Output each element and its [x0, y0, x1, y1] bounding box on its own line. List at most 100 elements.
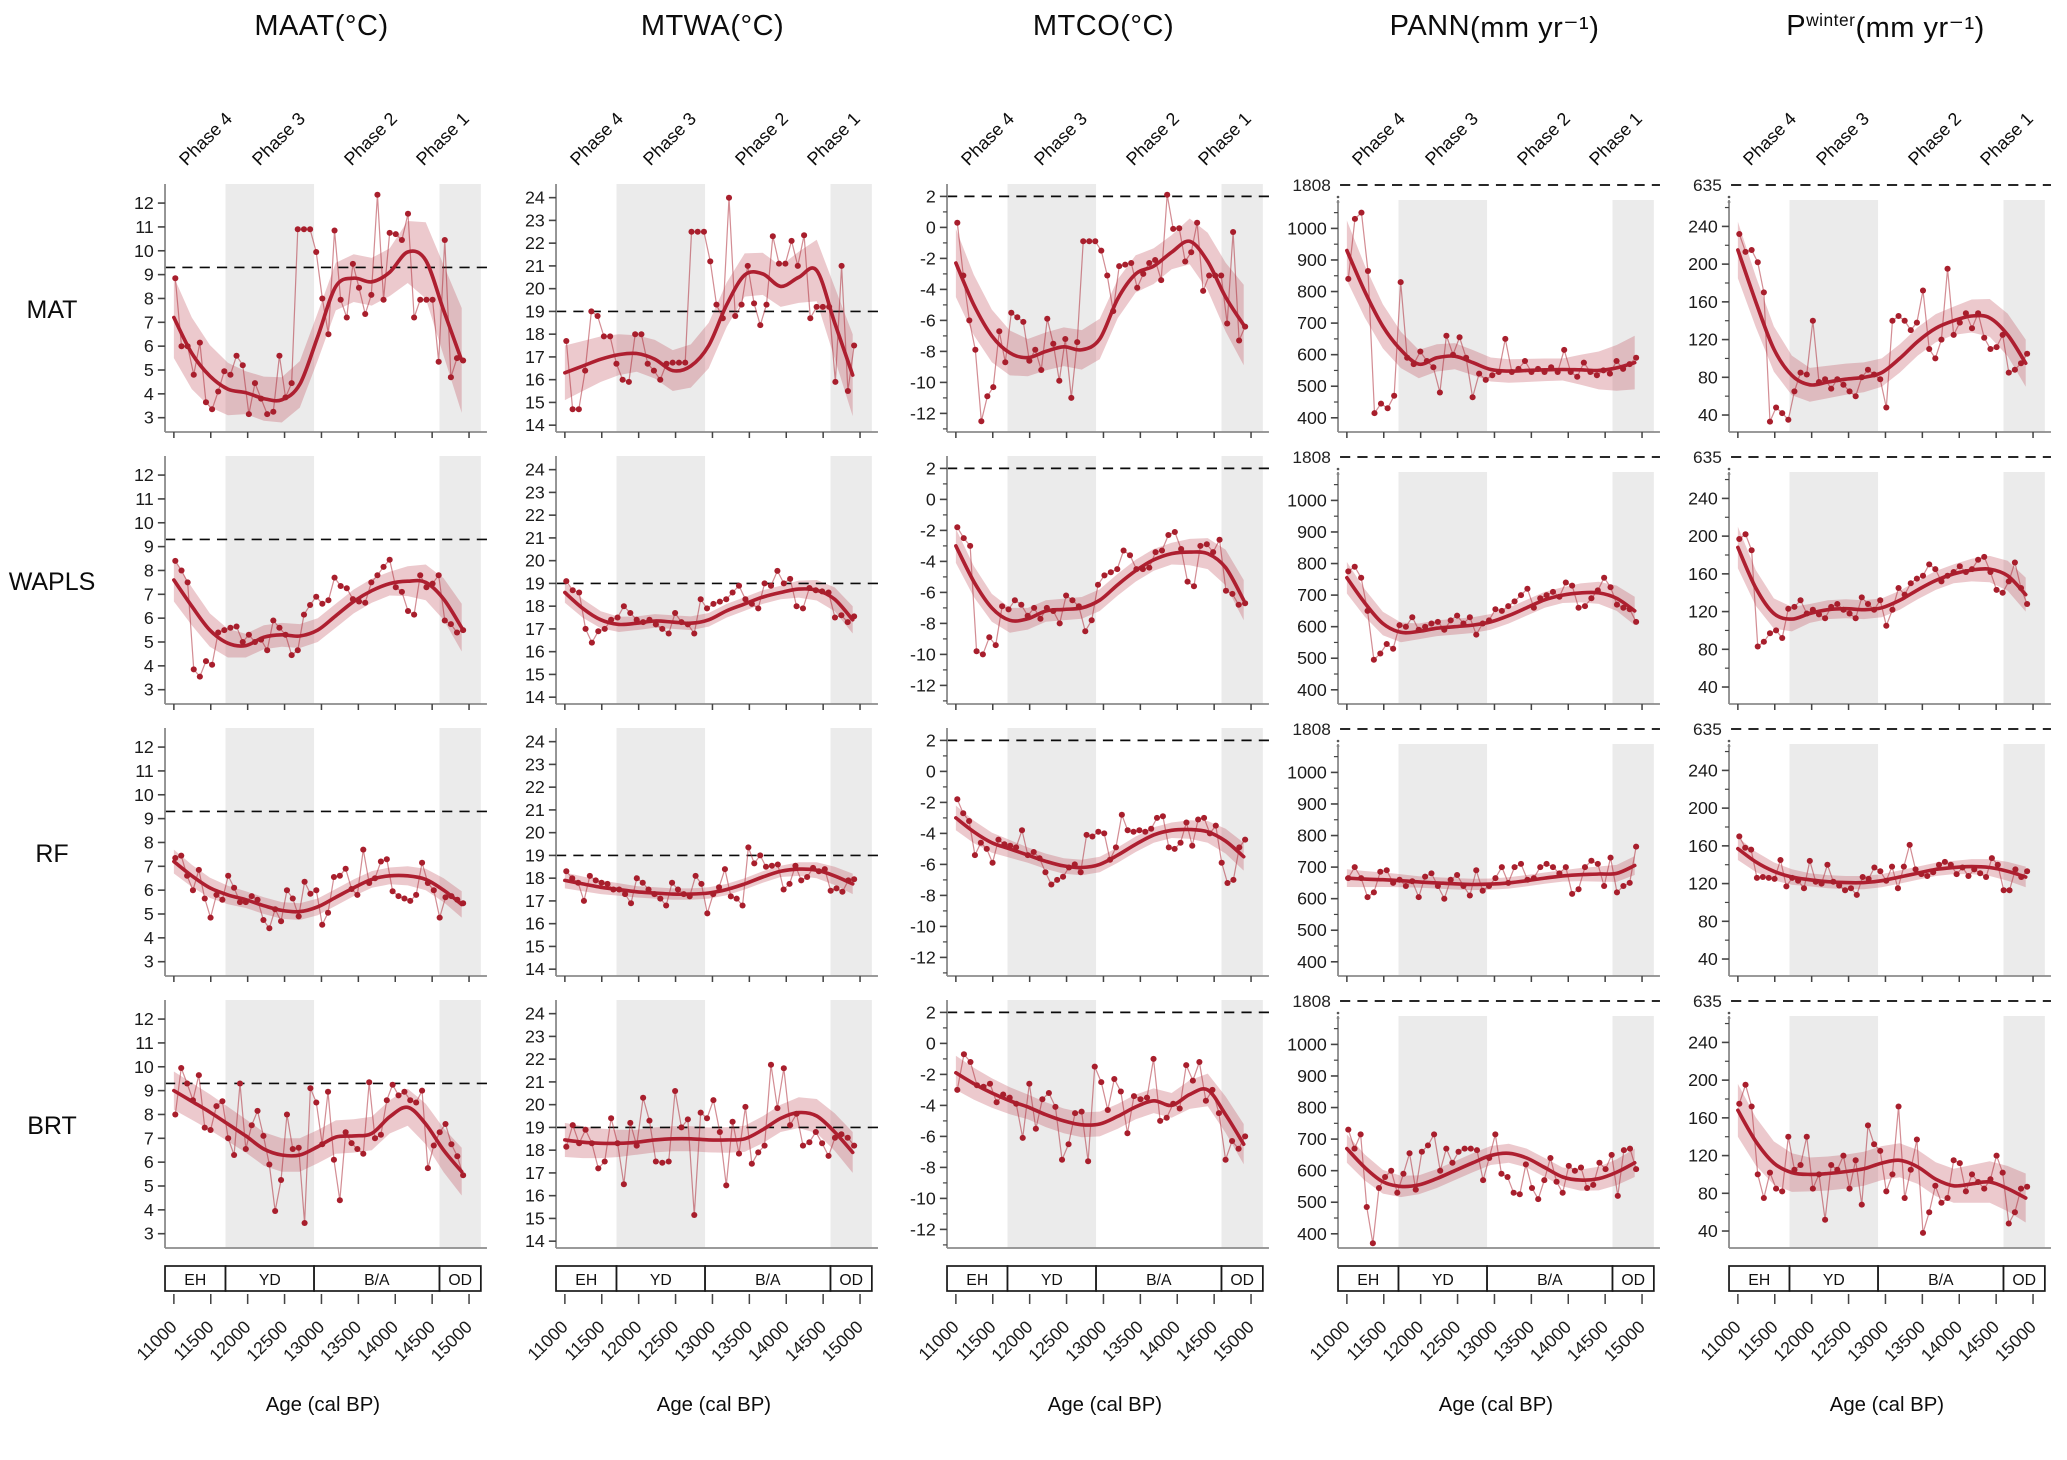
data-point [1981, 553, 1988, 560]
x-axis-title: Age (cal BP) [1830, 1394, 1944, 1416]
data-point [723, 1182, 730, 1189]
data-point [1852, 615, 1859, 622]
y-tick-label: 14 [525, 1231, 545, 1251]
data-point [227, 624, 234, 631]
y-tick-label: 900 [1297, 1066, 1327, 1086]
data-points [1345, 209, 1640, 417]
data-point [245, 411, 252, 418]
data-point [215, 629, 222, 636]
data-point [460, 357, 467, 364]
data-point [1541, 369, 1548, 375]
data-point [1895, 585, 1902, 591]
y-axis-ticks: -12 -10 -8 -6 -4 -2 0 2 [910, 1003, 948, 1246]
data-point [672, 610, 679, 616]
data-point [960, 535, 967, 542]
subplot-MAT-Pwinter: 635 40 80 120 160 200 240 [1674, 176, 2053, 444]
data-point [1158, 277, 1165, 284]
data-point [209, 661, 216, 668]
data-point [1803, 1133, 1810, 1140]
phase-shading-band [225, 728, 315, 976]
data-point [1754, 259, 1761, 266]
data-point [1183, 819, 1190, 826]
data-point [1748, 1103, 1755, 1110]
y-tick-label: 1000 [1287, 491, 1327, 511]
phase-shading-band [1221, 456, 1263, 704]
data-point [1877, 868, 1884, 875]
y-tick-label: -10 [910, 373, 936, 393]
data-point [401, 895, 408, 902]
data-point [1441, 626, 1448, 633]
data-point [1031, 604, 1038, 611]
data-point [2012, 866, 2019, 873]
data-point [1394, 1189, 1401, 1196]
data-point [1242, 323, 1249, 330]
data-point [1871, 371, 1878, 378]
data-point [1975, 310, 1982, 317]
data-point [775, 260, 783, 267]
data-point [1460, 883, 1467, 889]
data-point [575, 406, 582, 413]
data-point [1754, 1171, 1761, 1178]
data-point [1107, 569, 1114, 576]
data-point [336, 1197, 343, 1204]
data-point [1620, 604, 1627, 611]
y-tick-label: -8 [920, 886, 936, 906]
y-tick-label: 7 [144, 584, 154, 604]
subplot-canvas-RF-MAAT: 3 4 5 6 7 8 9 10 11 12 [134, 728, 487, 982]
phase-shading-band [225, 456, 315, 704]
data-point [686, 893, 693, 900]
phase-label-phase-3: Phase 3 [1030, 108, 1091, 170]
y-tick-label: 23 [525, 1027, 545, 1047]
y-tick-label: -2 [920, 1065, 936, 1085]
data-point [424, 1165, 431, 1172]
data-point [616, 886, 623, 893]
data-point [1430, 364, 1437, 371]
data-point [1177, 839, 1184, 846]
subplot-canvas-BRT-PANN: 1808 400 500 600 700 800 900 1000 [1287, 992, 1660, 1249]
data-point [1222, 1156, 1229, 1163]
data-point [395, 893, 402, 900]
x-tick-label: 12500 [1415, 1317, 1464, 1366]
data-point [1139, 566, 1146, 573]
data-point [799, 1142, 807, 1149]
period-label: B/A [1537, 1272, 1563, 1289]
column-title-units: (mm yr⁻¹) [1470, 12, 1600, 44]
data-point [1184, 578, 1191, 585]
data-points [1736, 531, 2031, 650]
data-point [1613, 358, 1620, 364]
y-tick-label: 14 [525, 687, 545, 707]
data-point [1417, 348, 1424, 355]
data-point [1912, 866, 1919, 873]
data-point [1900, 863, 1907, 870]
data-point [1357, 1131, 1364, 1138]
data-point [1594, 587, 1601, 594]
phase-label-phase-4: Phase 4 [175, 108, 237, 170]
y-tick-label: -2 [920, 793, 936, 813]
data-point [614, 614, 621, 621]
data-point [1877, 376, 1884, 383]
data-point [1877, 1147, 1884, 1154]
data-point [374, 572, 381, 579]
data-point [264, 411, 271, 418]
data-point [831, 1134, 839, 1141]
data-point [793, 1110, 800, 1117]
data-point [1932, 1182, 1939, 1189]
data-point [1148, 825, 1155, 832]
data-point [1528, 369, 1535, 375]
data-point [1201, 814, 1208, 821]
data-point [1114, 566, 1121, 573]
x-axis-ticks [955, 704, 1252, 710]
data-point [786, 880, 793, 887]
period-label: B/A [755, 1272, 781, 1289]
data-point [1056, 377, 1063, 384]
data-point [1956, 1160, 1963, 1167]
phase-shading-band [1789, 1016, 1879, 1248]
y-tick-label: 4 [144, 928, 154, 948]
data-point [1858, 1201, 1865, 1208]
data-point [1011, 597, 1018, 604]
data-point [1626, 606, 1633, 613]
data-point [851, 342, 858, 349]
